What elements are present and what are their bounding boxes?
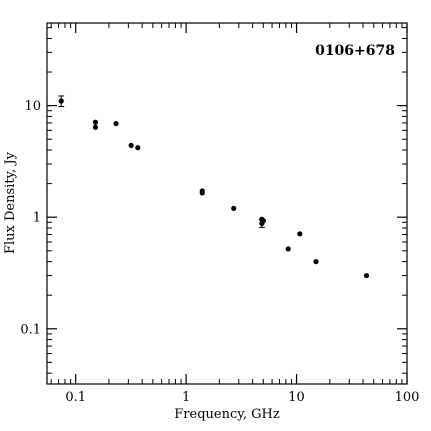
x-tick-label: 0.1 — [65, 390, 86, 405]
x-tick-label: 100 — [395, 390, 420, 405]
minor-ticks — [47, 23, 407, 384]
y-axis-label: Flux Density, Jy — [3, 151, 18, 254]
data-point — [92, 124, 99, 130]
major-ticks — [47, 23, 408, 384]
data-point — [92, 119, 99, 125]
y-tick-label: 10 — [24, 99, 41, 114]
plot-frame — [46, 22, 408, 385]
x-tick-label: 1 — [182, 390, 190, 405]
data-point — [199, 190, 205, 196]
data-point — [363, 272, 370, 279]
data-point — [135, 145, 141, 151]
y-tick-labels: 0.1 1 10 — [20, 99, 41, 337]
x-tick-label: 10 — [288, 390, 305, 405]
data-point — [260, 218, 266, 224]
data-point — [285, 246, 291, 252]
x-tick-labels: 0.1 1 10 100 — [65, 390, 419, 405]
y-tick-label: 1 — [33, 211, 41, 226]
x-axis-label: Frequency, GHz — [174, 407, 280, 422]
data-point — [297, 231, 303, 237]
chart-title: 0106+678 — [315, 43, 395, 59]
data-point — [113, 120, 119, 127]
data-point — [313, 259, 319, 265]
y-tick-label: 0.1 — [20, 322, 41, 337]
data-points — [58, 95, 370, 279]
data-point — [128, 142, 134, 148]
data-point — [58, 98, 64, 104]
data-point — [231, 205, 237, 211]
